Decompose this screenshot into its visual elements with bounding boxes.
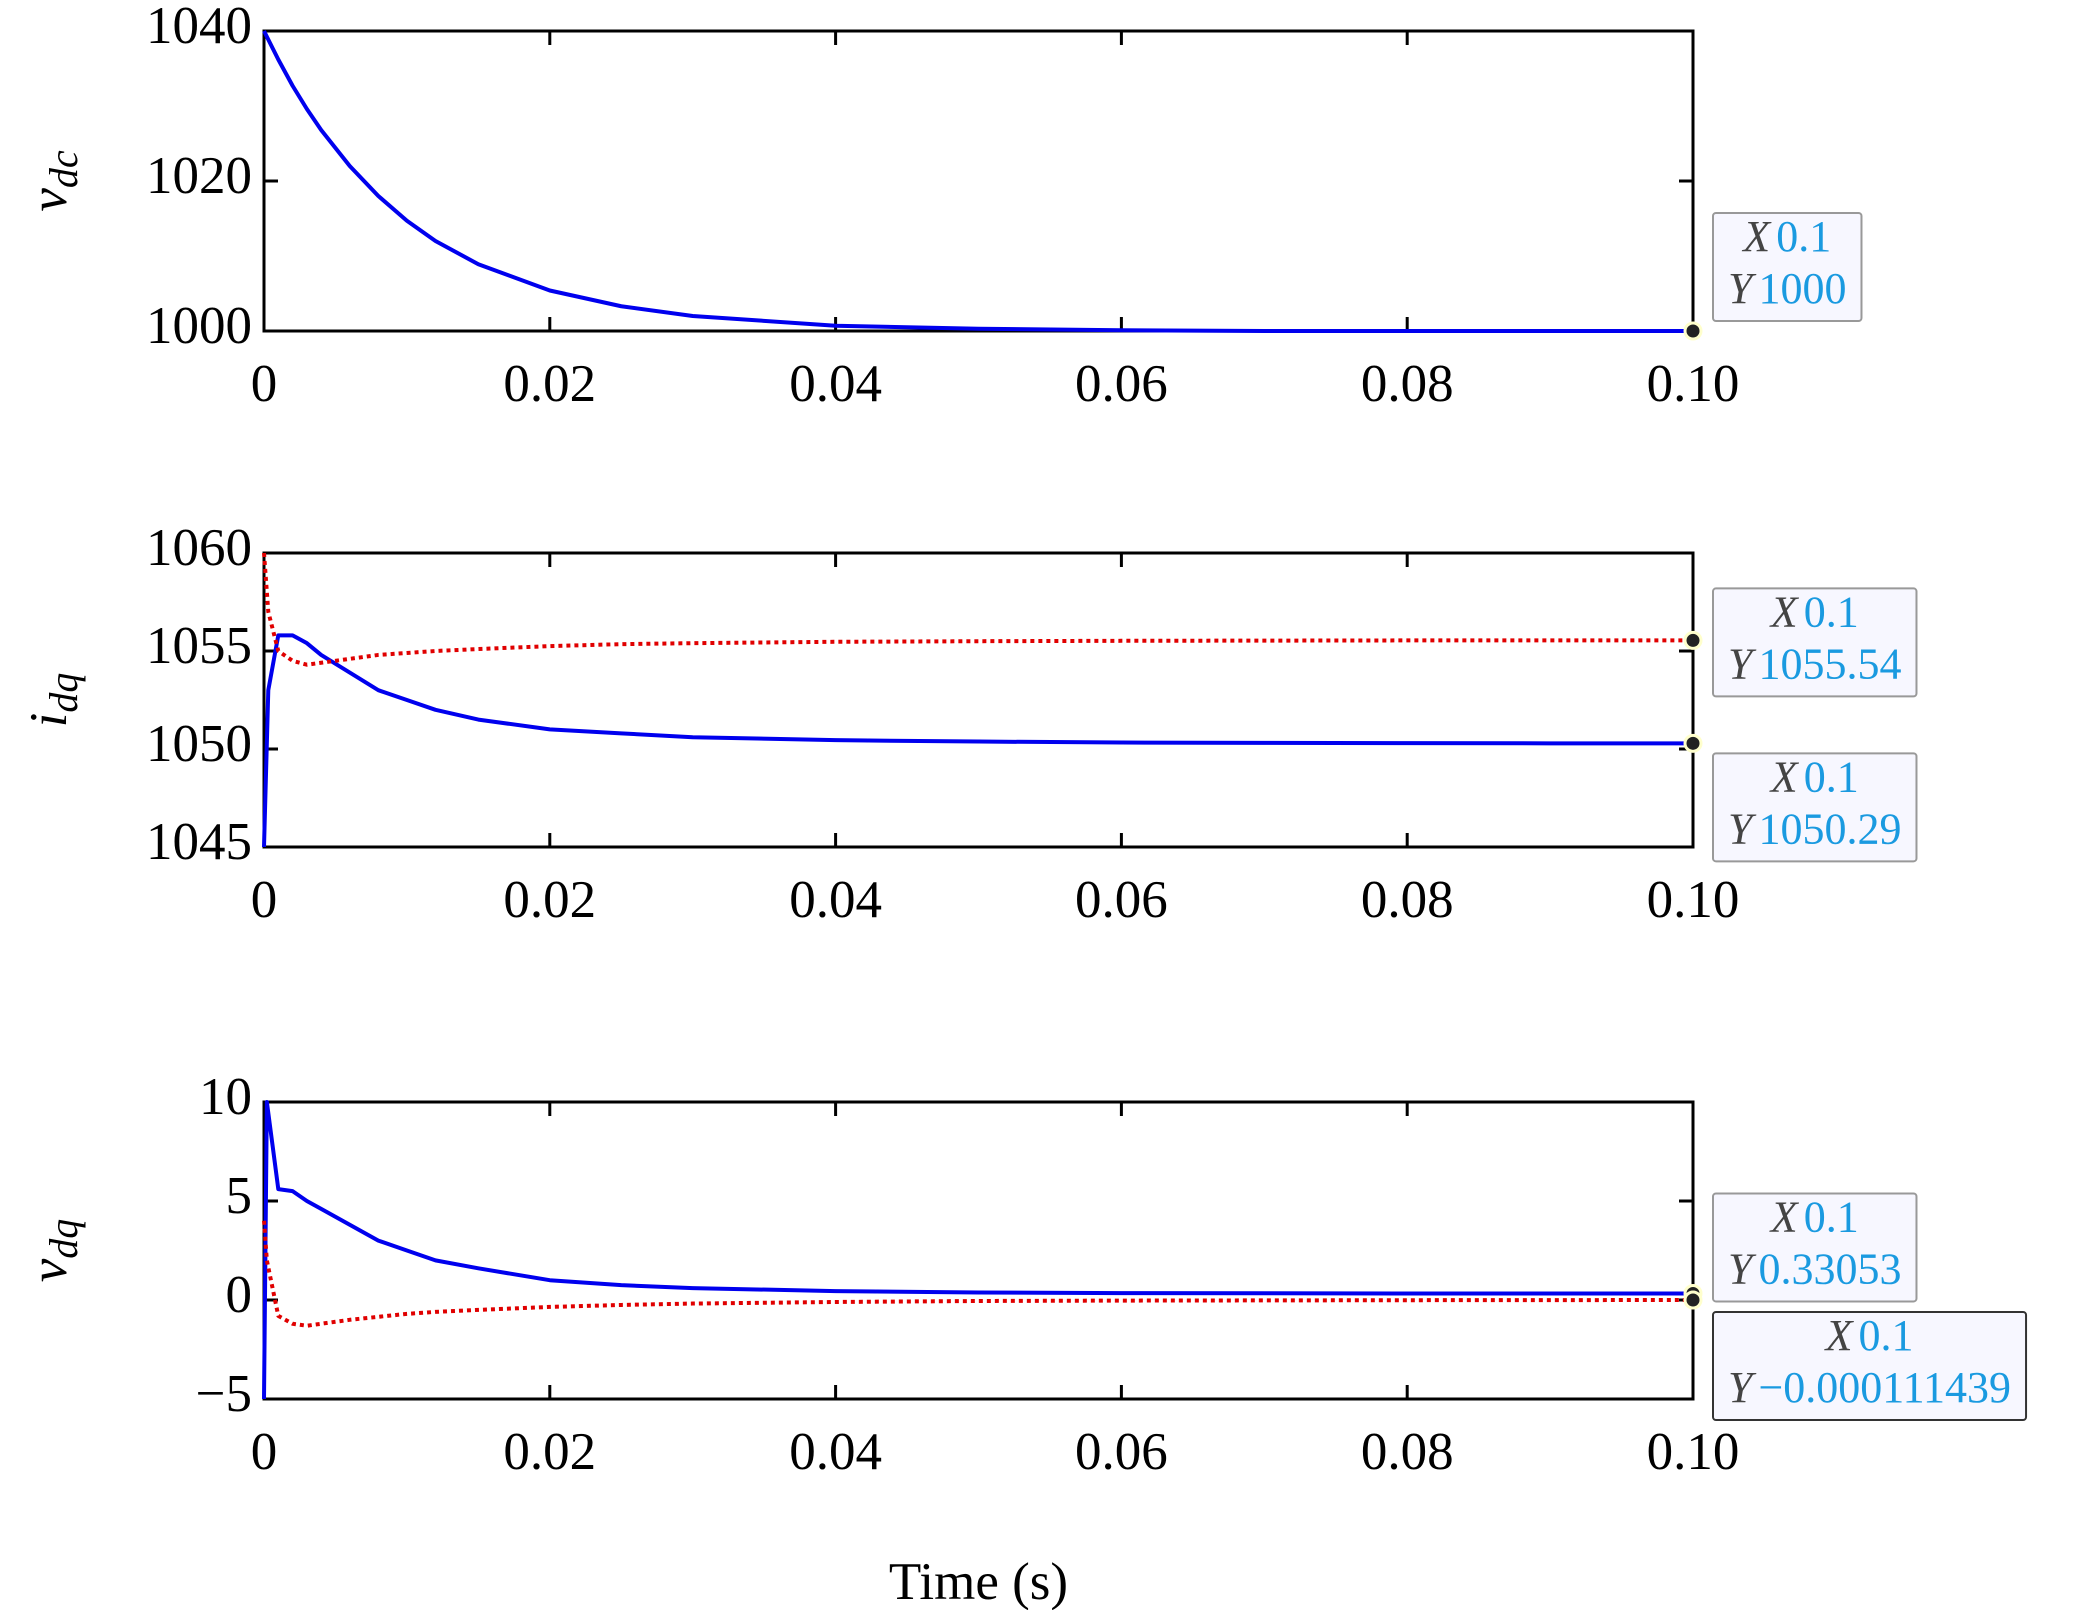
datatip-box <box>1712 752 1918 863</box>
x-tick-label: 0.02 <box>503 871 596 929</box>
y-tick-label: 1050 <box>146 715 252 773</box>
datatip-y-value: −0.000111439 <box>1758 1363 2011 1412</box>
y-tick-label: −5 <box>196 1365 252 1423</box>
datatip-box <box>1712 587 1918 698</box>
datatip-box <box>1712 1192 1918 1303</box>
datatip-x: X 0.1 <box>1824 1311 1914 1360</box>
series-line <box>262 1100 1694 1400</box>
y-axis-label-subscript: dq <box>41 673 86 713</box>
x-tick-label: 0 <box>251 1423 278 1481</box>
x-tick-label: 0.04 <box>789 1423 882 1481</box>
y-tick-label: 1055 <box>146 617 252 675</box>
y-tick-label: 5 <box>226 1167 253 1225</box>
datatip-x-name: X <box>1769 588 1800 637</box>
datatip-y-name: Y <box>1728 640 1757 689</box>
axes-box <box>262 551 1695 849</box>
datatip-y-value: 1050.29 <box>1758 804 1901 853</box>
datatip-x: X 0.1 <box>1769 752 1859 801</box>
x-tick-label: 0.08 <box>1361 871 1454 929</box>
datatip-box <box>1712 212 1863 322</box>
series-line <box>262 633 1693 848</box>
y-axis-label-subscript: dq <box>41 1219 86 1259</box>
datatip-y-name: Y <box>1728 804 1757 853</box>
datatip-y: Y 1000 <box>1728 264 1846 313</box>
datatip-marker <box>1683 733 1703 753</box>
y-tick-label: 1040 <box>146 0 252 55</box>
datatip-x: X 0.1 <box>1769 588 1859 637</box>
datatip-x-value: 0.1 <box>1858 1311 1913 1360</box>
datatip-marker <box>1683 321 1703 341</box>
y-tick-label: 0 <box>226 1266 253 1324</box>
x-tick-label: 0.06 <box>1075 1423 1168 1481</box>
x-tick-label: 0.10 <box>1647 355 1740 413</box>
datatip-x: X 0.1 <box>1769 1193 1859 1242</box>
datatip-x-name: X <box>1824 1311 1855 1360</box>
y-axis-label-main: i <box>20 713 78 728</box>
x-tick-label: 0.02 <box>503 1423 596 1481</box>
y-tick-label: 1020 <box>146 147 252 205</box>
y-tick-label: 1045 <box>146 813 252 871</box>
datatip-y: Y −0.000111439 <box>1728 1363 2011 1412</box>
series-line <box>262 30 1693 333</box>
datatip-y: Y 1050.29 <box>1728 804 1901 853</box>
x-axis-label: Time (s) <box>889 1553 1068 1610</box>
y-tick-label: 10 <box>199 1068 252 1126</box>
datatip-marker <box>1683 1290 1703 1310</box>
datatip-x-name: X <box>1741 212 1772 261</box>
datatip-x-value: 0.1 <box>1804 752 1859 801</box>
datatip-marker <box>1683 630 1703 650</box>
y-tick-label: 1060 <box>146 519 252 577</box>
x-tick-label: 0.02 <box>503 355 596 413</box>
y-axis-label-main: v <box>20 1258 78 1282</box>
y-axis-label: idq <box>20 673 86 728</box>
x-tick-label: 0.10 <box>1647 1423 1740 1481</box>
y-axis-label-subscript: dc <box>41 150 86 188</box>
x-tick-label: 0.08 <box>1361 355 1454 413</box>
x-tick-label: 0 <box>251 355 278 413</box>
datatip-y-value: 0.33053 <box>1758 1245 1901 1294</box>
x-tick-label: 0 <box>251 871 278 929</box>
datatip-x-name: X <box>1769 752 1800 801</box>
x-tick-label: 0.04 <box>789 871 882 929</box>
datatip-y: Y 1055.54 <box>1728 640 1901 689</box>
datatip-y: Y 0.33053 <box>1728 1245 1901 1294</box>
datatip-box <box>1712 1311 2028 1422</box>
axes-box <box>262 29 1695 333</box>
datatip-x-value: 0.1 <box>1776 212 1831 261</box>
datatip-y-value: 1055.54 <box>1758 640 1901 689</box>
x-tick-label: 0.04 <box>789 355 882 413</box>
y-axis-label: vdq <box>20 1219 86 1283</box>
series-line <box>262 1220 1694 1328</box>
axes-box <box>262 1100 1695 1401</box>
y-tick-label: 1000 <box>146 297 252 355</box>
x-tick-label: 0.06 <box>1075 355 1168 413</box>
datatip-x-value: 0.1 <box>1804 1193 1859 1242</box>
x-tick-label: 0.08 <box>1361 1423 1454 1481</box>
x-tick-label: 0.10 <box>1647 871 1740 929</box>
datatip-y-name: Y <box>1728 264 1757 313</box>
series-line <box>262 552 1693 667</box>
datatip-y-name: Y <box>1728 1245 1757 1294</box>
datatip-y-name: Y <box>1728 1363 1757 1412</box>
y-axis-label-main: v <box>20 188 78 212</box>
y-axis-label: vdc <box>20 150 86 212</box>
datatip-x-value: 0.1 <box>1804 588 1859 637</box>
datatip-y-value: 1000 <box>1758 264 1846 313</box>
x-tick-label: 0.06 <box>1075 871 1168 929</box>
datatip-x-name: X <box>1769 1193 1800 1242</box>
datatip-x: X 0.1 <box>1741 212 1831 261</box>
